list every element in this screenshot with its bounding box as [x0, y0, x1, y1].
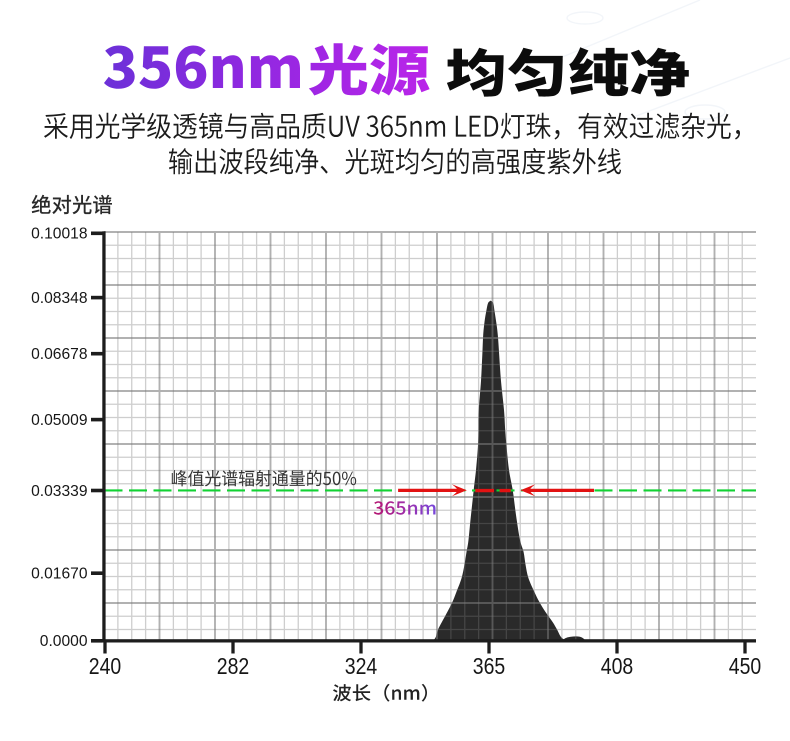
- svg-text:0.03339: 0.03339: [31, 483, 87, 500]
- svg-text:0.01670: 0.01670: [31, 566, 88, 583]
- svg-text:0.06678: 0.06678: [31, 346, 87, 363]
- svg-text:0.0000: 0.0000: [40, 633, 88, 650]
- svg-text:0.05009: 0.05009: [31, 412, 87, 429]
- svg-text:324: 324: [345, 653, 378, 679]
- svg-text:0.10018: 0.10018: [31, 226, 87, 243]
- svg-text:408: 408: [601, 653, 634, 679]
- svg-text:282: 282: [217, 653, 250, 679]
- svg-text:0.08348: 0.08348: [31, 290, 87, 307]
- svg-text:450: 450: [729, 653, 762, 679]
- svg-text:365: 365: [473, 653, 506, 679]
- svg-text:240: 240: [89, 653, 122, 679]
